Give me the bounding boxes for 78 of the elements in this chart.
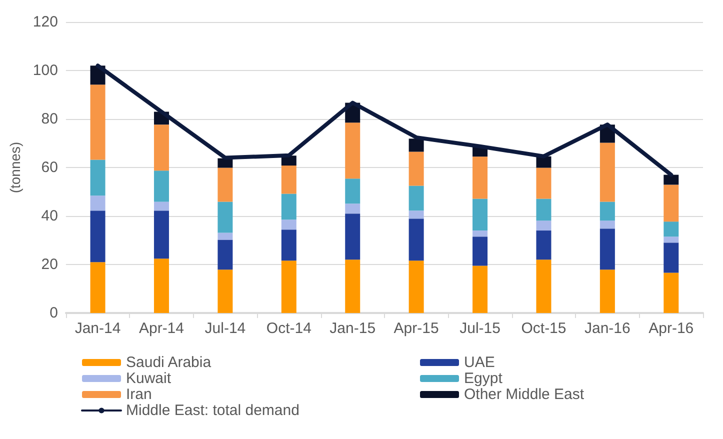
legend-label: Egypt (464, 370, 504, 387)
bar (600, 228, 615, 270)
x-tick-label: Apr-16 (648, 320, 694, 337)
bar (281, 220, 296, 230)
bar (408, 152, 424, 186)
bar (536, 220, 552, 231)
bar (345, 122, 360, 179)
legend-label: Other Middle East (464, 386, 585, 403)
y-tick-label: 0 (50, 304, 58, 322)
x-tick-label: Jan-16 (584, 320, 630, 337)
x-tick-label: Jan-15 (330, 320, 376, 337)
bar (281, 230, 296, 261)
bar (408, 210, 424, 219)
bar (345, 214, 360, 260)
bar (664, 272, 679, 313)
bar (345, 260, 360, 313)
bar (536, 230, 552, 260)
bar (345, 204, 360, 214)
x-tick-label: Jan-14 (74, 320, 121, 337)
legend-label: Middle East: total demand (126, 402, 300, 419)
y-axis-title: (tonnes) (7, 142, 23, 194)
bar (408, 218, 424, 261)
legend-label: Kuwait (126, 370, 172, 387)
x-tick-label: Oct-14 (266, 320, 312, 337)
bar (345, 178, 360, 204)
y-tick-label: 80 (41, 110, 58, 128)
bar (154, 124, 169, 171)
y-tick-label: 20 (41, 256, 58, 273)
bar (472, 230, 488, 237)
bar (154, 170, 169, 202)
y-tick-label: 60 (41, 159, 58, 176)
bar (90, 84, 106, 160)
bar (218, 232, 233, 240)
bar (154, 210, 169, 259)
legend-label: Iran (126, 386, 152, 403)
bar (472, 156, 488, 199)
bar (218, 240, 233, 270)
bar (281, 260, 296, 313)
legend-label: Saudi Arabia (126, 354, 212, 371)
y-tick-label: 40 (41, 208, 58, 224)
bar (600, 202, 615, 221)
x-tick-label: Oct-15 (521, 320, 566, 337)
bar (154, 258, 169, 313)
bar (472, 198, 488, 231)
bar (218, 202, 233, 233)
bar (472, 266, 488, 313)
legend-label: UAE (464, 354, 495, 371)
bar (281, 166, 296, 194)
x-tick-label: Jul-15 (460, 320, 500, 337)
bar (408, 138, 424, 152)
bar (154, 202, 169, 211)
y-tick-label: 120 (32, 14, 58, 30)
bar (408, 260, 424, 313)
bar (600, 142, 615, 202)
bar (90, 196, 106, 211)
bar (664, 184, 679, 222)
bar (536, 198, 552, 221)
x-tick-label: Apr-15 (394, 320, 439, 337)
bar (664, 242, 679, 273)
line-series (96, 64, 674, 177)
bar (218, 270, 233, 313)
bar (664, 174, 679, 185)
y-tick-label: 100 (32, 62, 58, 79)
bar (90, 210, 106, 262)
bar (536, 260, 552, 313)
bar (218, 168, 233, 202)
bar (408, 186, 424, 211)
bar (600, 270, 615, 313)
bar (600, 220, 615, 229)
x-tick-label: Apr-14 (138, 320, 184, 337)
bar (472, 236, 488, 266)
bar (536, 168, 552, 199)
bar (90, 160, 106, 196)
bar (664, 222, 679, 237)
x-tick-label: Jul-14 (204, 320, 246, 337)
bar (664, 236, 679, 243)
bar (281, 194, 296, 220)
bar (90, 262, 106, 313)
